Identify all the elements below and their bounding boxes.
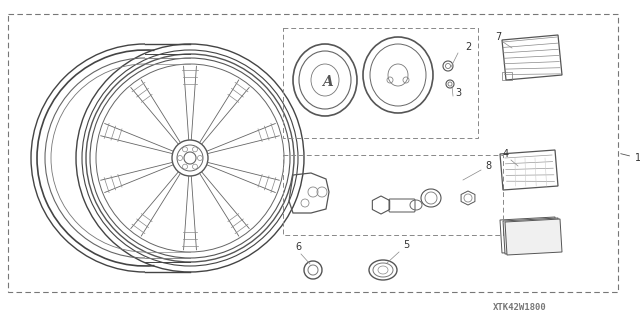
Polygon shape xyxy=(500,217,557,253)
Bar xyxy=(8,14,618,292)
Text: 8: 8 xyxy=(485,161,491,171)
Text: A: A xyxy=(322,75,332,89)
Text: 3: 3 xyxy=(455,88,461,98)
Text: 7: 7 xyxy=(495,32,501,42)
Bar xyxy=(283,155,503,235)
Bar xyxy=(283,28,478,138)
Polygon shape xyxy=(505,219,562,255)
Polygon shape xyxy=(503,218,560,254)
Text: 6: 6 xyxy=(295,242,301,252)
Text: 5: 5 xyxy=(403,240,409,250)
Text: 4: 4 xyxy=(503,149,509,159)
Text: 1: 1 xyxy=(621,153,640,163)
Text: 2: 2 xyxy=(465,42,471,52)
Bar xyxy=(502,72,512,80)
Text: XTK42W1800: XTK42W1800 xyxy=(493,303,547,313)
